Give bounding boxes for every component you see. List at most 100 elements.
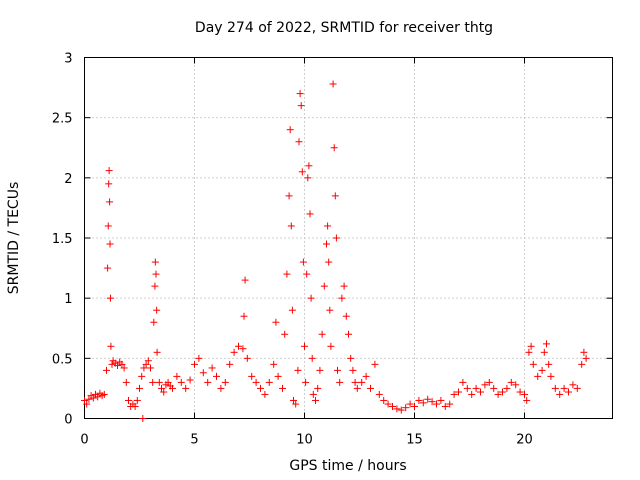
data-point bbox=[538, 366, 546, 374]
data-point bbox=[153, 348, 161, 356]
data-point bbox=[272, 318, 280, 326]
data-point bbox=[133, 396, 141, 404]
data-point bbox=[182, 384, 190, 392]
data-point bbox=[147, 364, 154, 372]
y-tick-label: 3 bbox=[64, 52, 72, 67]
data-point bbox=[306, 210, 314, 218]
data-point bbox=[94, 393, 102, 401]
data-point bbox=[472, 384, 480, 392]
data-point bbox=[89, 394, 97, 402]
data-point bbox=[345, 330, 352, 338]
data-point bbox=[362, 372, 370, 380]
data-point bbox=[551, 384, 559, 392]
data-point bbox=[507, 378, 515, 386]
data-point bbox=[455, 388, 462, 396]
data-point bbox=[314, 384, 322, 392]
data-point bbox=[142, 360, 150, 368]
data-point bbox=[312, 396, 319, 404]
data-point bbox=[323, 240, 330, 248]
data-point bbox=[527, 342, 535, 350]
x-tick-label: 5 bbox=[190, 433, 198, 448]
data-point bbox=[485, 378, 493, 386]
data-point bbox=[329, 80, 337, 88]
data-point bbox=[540, 348, 548, 356]
data-point bbox=[105, 167, 113, 175]
data-point bbox=[336, 378, 344, 386]
data-point bbox=[534, 372, 542, 380]
data-point bbox=[415, 396, 423, 404]
data-point bbox=[186, 376, 194, 384]
data-point bbox=[261, 390, 269, 398]
data-point bbox=[106, 198, 114, 206]
data-points bbox=[81, 80, 590, 422]
axis-ticks: 0 0.5 1 1.5 2 2.5 3 0 5 10 15 20 bbox=[52, 52, 613, 448]
data-point bbox=[108, 360, 116, 368]
x-tick-label: 15 bbox=[406, 433, 423, 448]
data-point bbox=[83, 400, 91, 408]
data-point bbox=[494, 390, 502, 398]
data-point bbox=[265, 378, 273, 386]
data-point bbox=[347, 354, 355, 362]
data-point bbox=[85, 395, 93, 403]
data-point bbox=[164, 378, 172, 386]
data-point bbox=[299, 258, 307, 266]
data-point bbox=[208, 364, 216, 372]
y-tick-label: 1 bbox=[64, 292, 72, 307]
data-point bbox=[582, 354, 590, 362]
data-point bbox=[353, 384, 361, 392]
data-point bbox=[252, 378, 260, 386]
data-point bbox=[402, 404, 410, 412]
data-point bbox=[221, 378, 229, 386]
data-point bbox=[301, 342, 308, 350]
data-point bbox=[393, 405, 401, 413]
y-tick-label: 2.5 bbox=[52, 112, 73, 127]
data-point bbox=[106, 294, 114, 302]
data-point bbox=[316, 366, 324, 374]
data-point bbox=[297, 102, 305, 110]
data-point bbox=[114, 362, 121, 370]
x-axis-label: GPS time / hours bbox=[289, 458, 406, 474]
data-point bbox=[437, 396, 445, 404]
data-point bbox=[151, 258, 159, 266]
y-tick-label: 0.5 bbox=[52, 352, 73, 367]
data-point bbox=[296, 90, 304, 98]
data-point bbox=[153, 306, 161, 314]
data-point bbox=[521, 390, 528, 398]
data-point bbox=[243, 354, 251, 362]
data-point bbox=[367, 384, 374, 392]
data-point bbox=[523, 396, 531, 404]
y-tick-label: 1.5 bbox=[52, 232, 73, 247]
data-point bbox=[283, 270, 291, 278]
data-point bbox=[477, 388, 484, 396]
data-point bbox=[525, 348, 533, 356]
data-point bbox=[139, 415, 147, 422]
data-point bbox=[389, 402, 396, 410]
data-point bbox=[105, 180, 113, 188]
x-tick-label: 20 bbox=[516, 433, 533, 448]
data-point bbox=[308, 354, 316, 362]
data-point bbox=[340, 282, 348, 290]
data-point bbox=[578, 360, 586, 368]
data-point bbox=[307, 294, 315, 302]
data-point bbox=[226, 360, 234, 368]
data-point bbox=[320, 282, 328, 290]
data-point bbox=[503, 384, 511, 392]
data-point bbox=[303, 270, 311, 278]
data-point bbox=[318, 330, 326, 338]
data-point bbox=[351, 378, 359, 386]
x-tick-label: 0 bbox=[80, 433, 88, 448]
data-point bbox=[173, 372, 181, 380]
data-point bbox=[380, 396, 388, 404]
data-point bbox=[290, 396, 297, 404]
data-point bbox=[240, 312, 248, 320]
data-point bbox=[397, 406, 405, 414]
data-point bbox=[450, 390, 458, 398]
y-tick-label: 2 bbox=[64, 172, 72, 187]
data-point bbox=[155, 378, 163, 386]
data-point bbox=[490, 384, 498, 392]
data-point bbox=[204, 378, 212, 386]
data-point bbox=[481, 381, 489, 389]
data-point bbox=[169, 384, 176, 392]
data-point bbox=[406, 400, 414, 408]
x-tick-label: 10 bbox=[296, 433, 313, 448]
